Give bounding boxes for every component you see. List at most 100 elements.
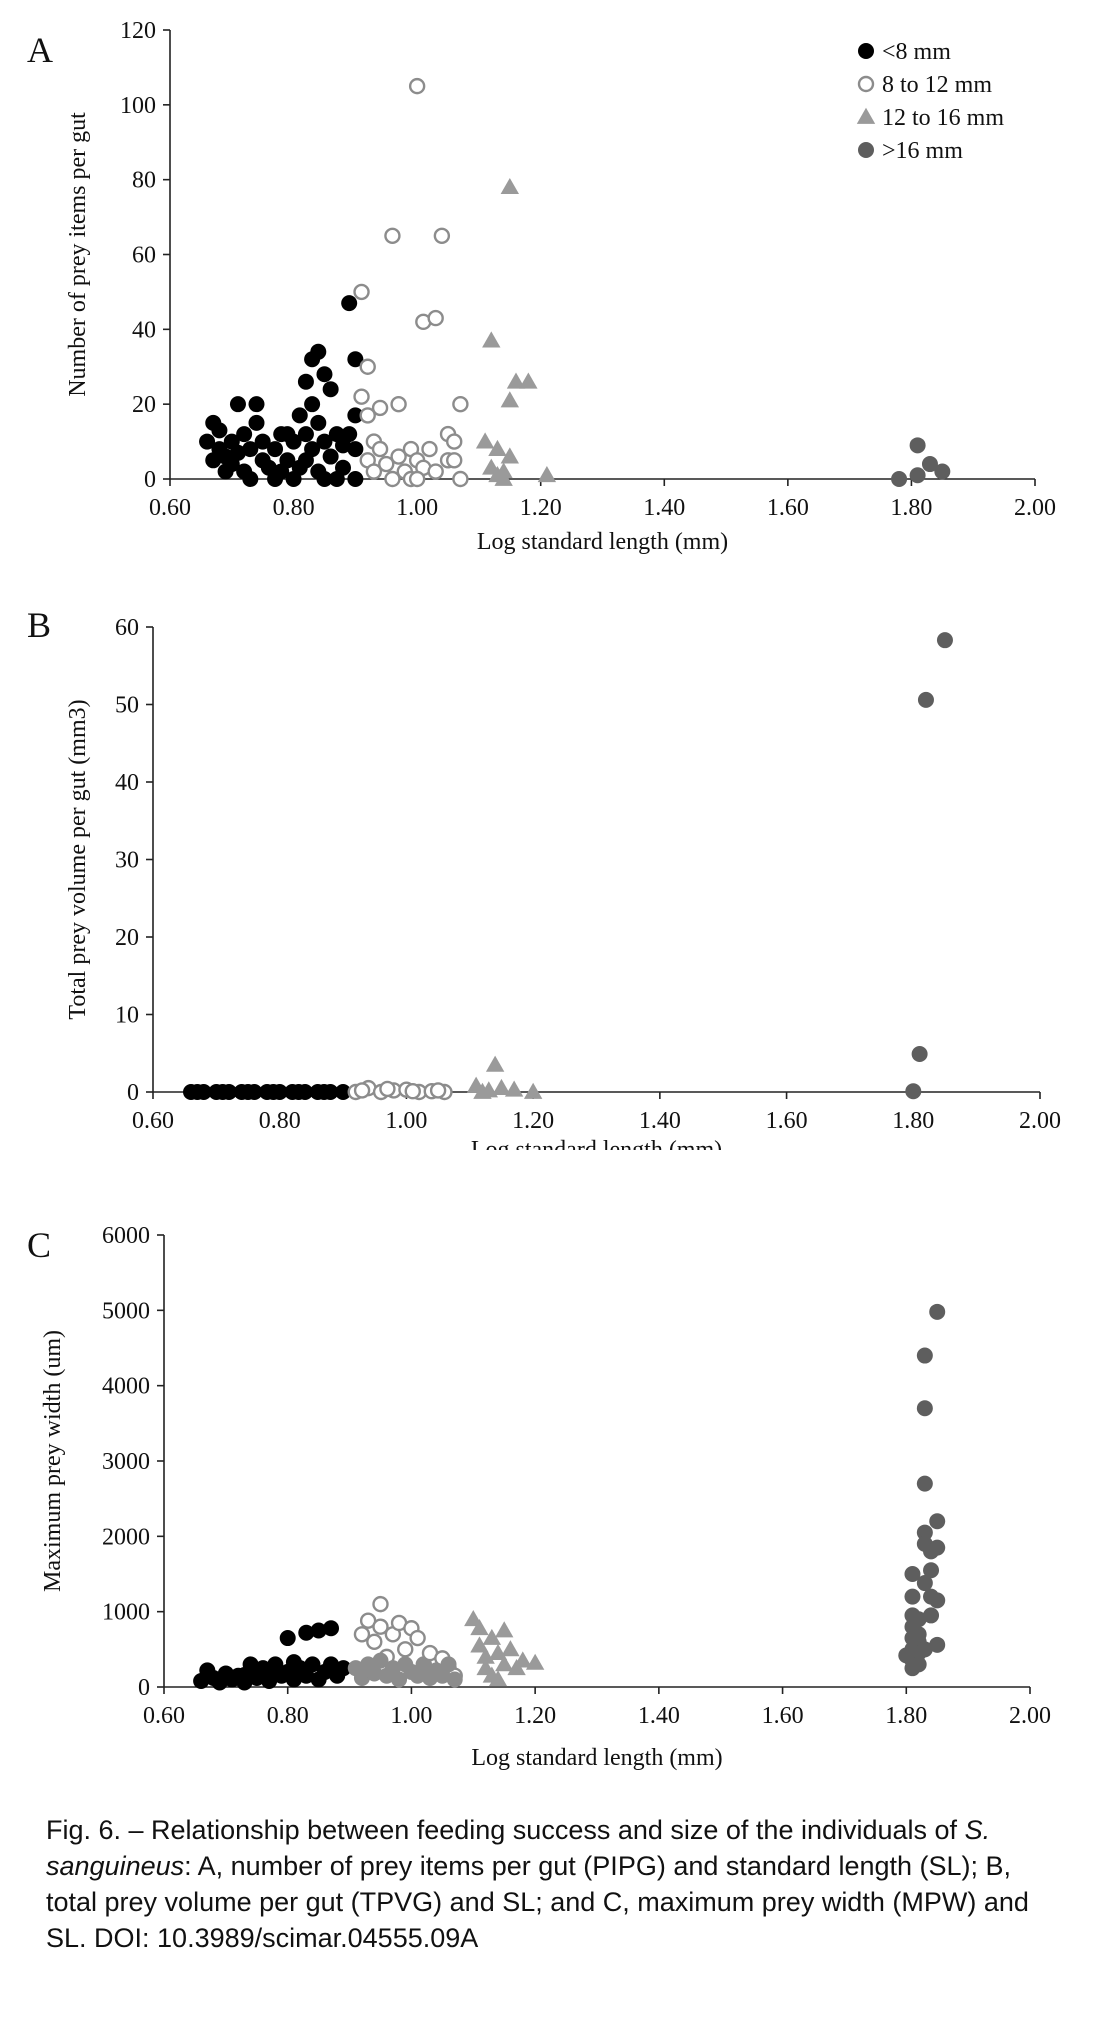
data-point xyxy=(316,471,333,487)
data-point xyxy=(279,426,296,443)
panel-b: B 0.60 0.80 1.00 1.20 1.40 1.60 1.80 2.00 0 10 20 30… xyxy=(0,590,1102,1150)
x-tick-label: 0.80 xyxy=(259,1108,301,1134)
data-point xyxy=(242,441,259,458)
data-point xyxy=(316,433,333,450)
data-point xyxy=(429,1082,447,1099)
data-point xyxy=(916,1641,933,1658)
data-point xyxy=(372,1618,389,1635)
legend-label: <8 mm xyxy=(882,39,951,65)
data-point xyxy=(199,433,216,450)
y-tick-label: 20 xyxy=(115,925,139,951)
data-point xyxy=(934,463,951,480)
data-point xyxy=(248,396,265,413)
legend-label: 8 to 12 mm xyxy=(882,72,992,98)
data-point xyxy=(353,1082,371,1099)
data-point xyxy=(335,1084,352,1100)
data-point xyxy=(904,1566,921,1582)
series-a-12-to-16-mm xyxy=(475,177,557,486)
data-point xyxy=(929,1303,946,1320)
legend-marker xyxy=(858,43,874,59)
x-tick-label: 0.60 xyxy=(149,495,191,521)
caption-suffix: : A, number of prey items per gut (PIPG)… xyxy=(46,1851,1029,1953)
data-point xyxy=(909,437,926,454)
data-point xyxy=(473,1082,492,1099)
data-point xyxy=(936,632,953,649)
panel-c: C 0.60 0.80 1.00 1.20 1.40 1.60 1.80 2.00 0 1000 20… xyxy=(0,1200,1102,1780)
x-axis-title-b: Log standard length (mm) xyxy=(471,1137,722,1150)
data-point xyxy=(390,448,407,465)
data-point xyxy=(298,1624,315,1641)
data-point xyxy=(495,1655,514,1672)
data-point xyxy=(909,467,926,484)
data-point xyxy=(495,1621,514,1638)
data-point xyxy=(391,1671,408,1688)
data-point xyxy=(905,1083,922,1100)
data-point xyxy=(427,463,444,480)
data-point xyxy=(322,448,339,465)
data-point xyxy=(366,1665,383,1682)
data-point xyxy=(297,373,314,390)
data-point xyxy=(353,283,370,301)
x-tick-label: 0.60 xyxy=(132,1108,174,1134)
data-point xyxy=(236,1666,253,1683)
data-point xyxy=(267,441,284,458)
data-point xyxy=(304,441,321,458)
data-point xyxy=(446,1671,463,1688)
x-tick-label: 1.40 xyxy=(643,495,685,521)
data-point xyxy=(229,396,246,413)
data-point xyxy=(265,1084,282,1100)
data-point xyxy=(279,1630,296,1647)
data-point xyxy=(372,1595,389,1613)
data-point xyxy=(500,447,520,464)
data-point xyxy=(519,372,538,389)
data-point xyxy=(353,1626,371,1643)
data-point xyxy=(452,470,469,488)
data-point xyxy=(236,426,253,443)
panel-label-a: A xyxy=(27,30,53,70)
data-point xyxy=(923,1607,940,1624)
data-point xyxy=(291,407,308,424)
data-point xyxy=(323,1620,340,1637)
x-tick-label: 1.80 xyxy=(885,1703,927,1729)
data-point xyxy=(408,77,426,95)
data-point xyxy=(488,1670,508,1687)
data-point xyxy=(365,463,383,480)
x-tick-label: 1.60 xyxy=(766,1108,808,1134)
chart-a-svg: A 0.60 0.80 1.00 1.20 1.40 1.60 1.80 2.00 0 20 40 60… xyxy=(27,18,1056,555)
data-point xyxy=(397,1641,414,1658)
data-point xyxy=(384,470,401,488)
data-point xyxy=(341,426,358,443)
series-c-12-to-16-mm xyxy=(464,1610,545,1687)
data-point xyxy=(929,1636,946,1653)
data-point xyxy=(347,407,364,424)
data-point xyxy=(482,1628,502,1645)
data-point xyxy=(372,1652,389,1669)
data-point xyxy=(353,388,370,405)
data-point xyxy=(482,331,501,348)
data-point xyxy=(409,1629,426,1647)
data-point xyxy=(910,1611,927,1628)
data-point xyxy=(921,456,938,473)
x-tick-label: 1.00 xyxy=(385,1108,427,1134)
x-tick-label: 1.20 xyxy=(514,1703,556,1729)
x-axis-title-c: Log standard length (mm) xyxy=(471,1745,722,1771)
data-point xyxy=(211,422,228,439)
x-tick-label: 1.40 xyxy=(639,1108,681,1134)
series-a--16-mm xyxy=(891,437,951,487)
legend-marker xyxy=(856,107,876,124)
data-point xyxy=(248,414,265,431)
data-point xyxy=(488,439,507,456)
data-point xyxy=(359,407,376,424)
data-point xyxy=(500,177,520,195)
data-point xyxy=(470,1636,489,1653)
data-point xyxy=(506,372,526,389)
data-point xyxy=(525,1653,545,1670)
legend-label: >16 mm xyxy=(882,138,963,164)
data-point xyxy=(421,440,438,458)
figure-caption: Fig. 6. – Relationship between feeding s… xyxy=(46,1812,1066,1956)
x-tick-label: 2.00 xyxy=(1014,495,1056,521)
data-point xyxy=(492,1078,511,1096)
x-tick-label: 1.60 xyxy=(767,495,809,521)
y-tick-label: 6000 xyxy=(102,1223,150,1249)
data-point xyxy=(537,466,557,483)
